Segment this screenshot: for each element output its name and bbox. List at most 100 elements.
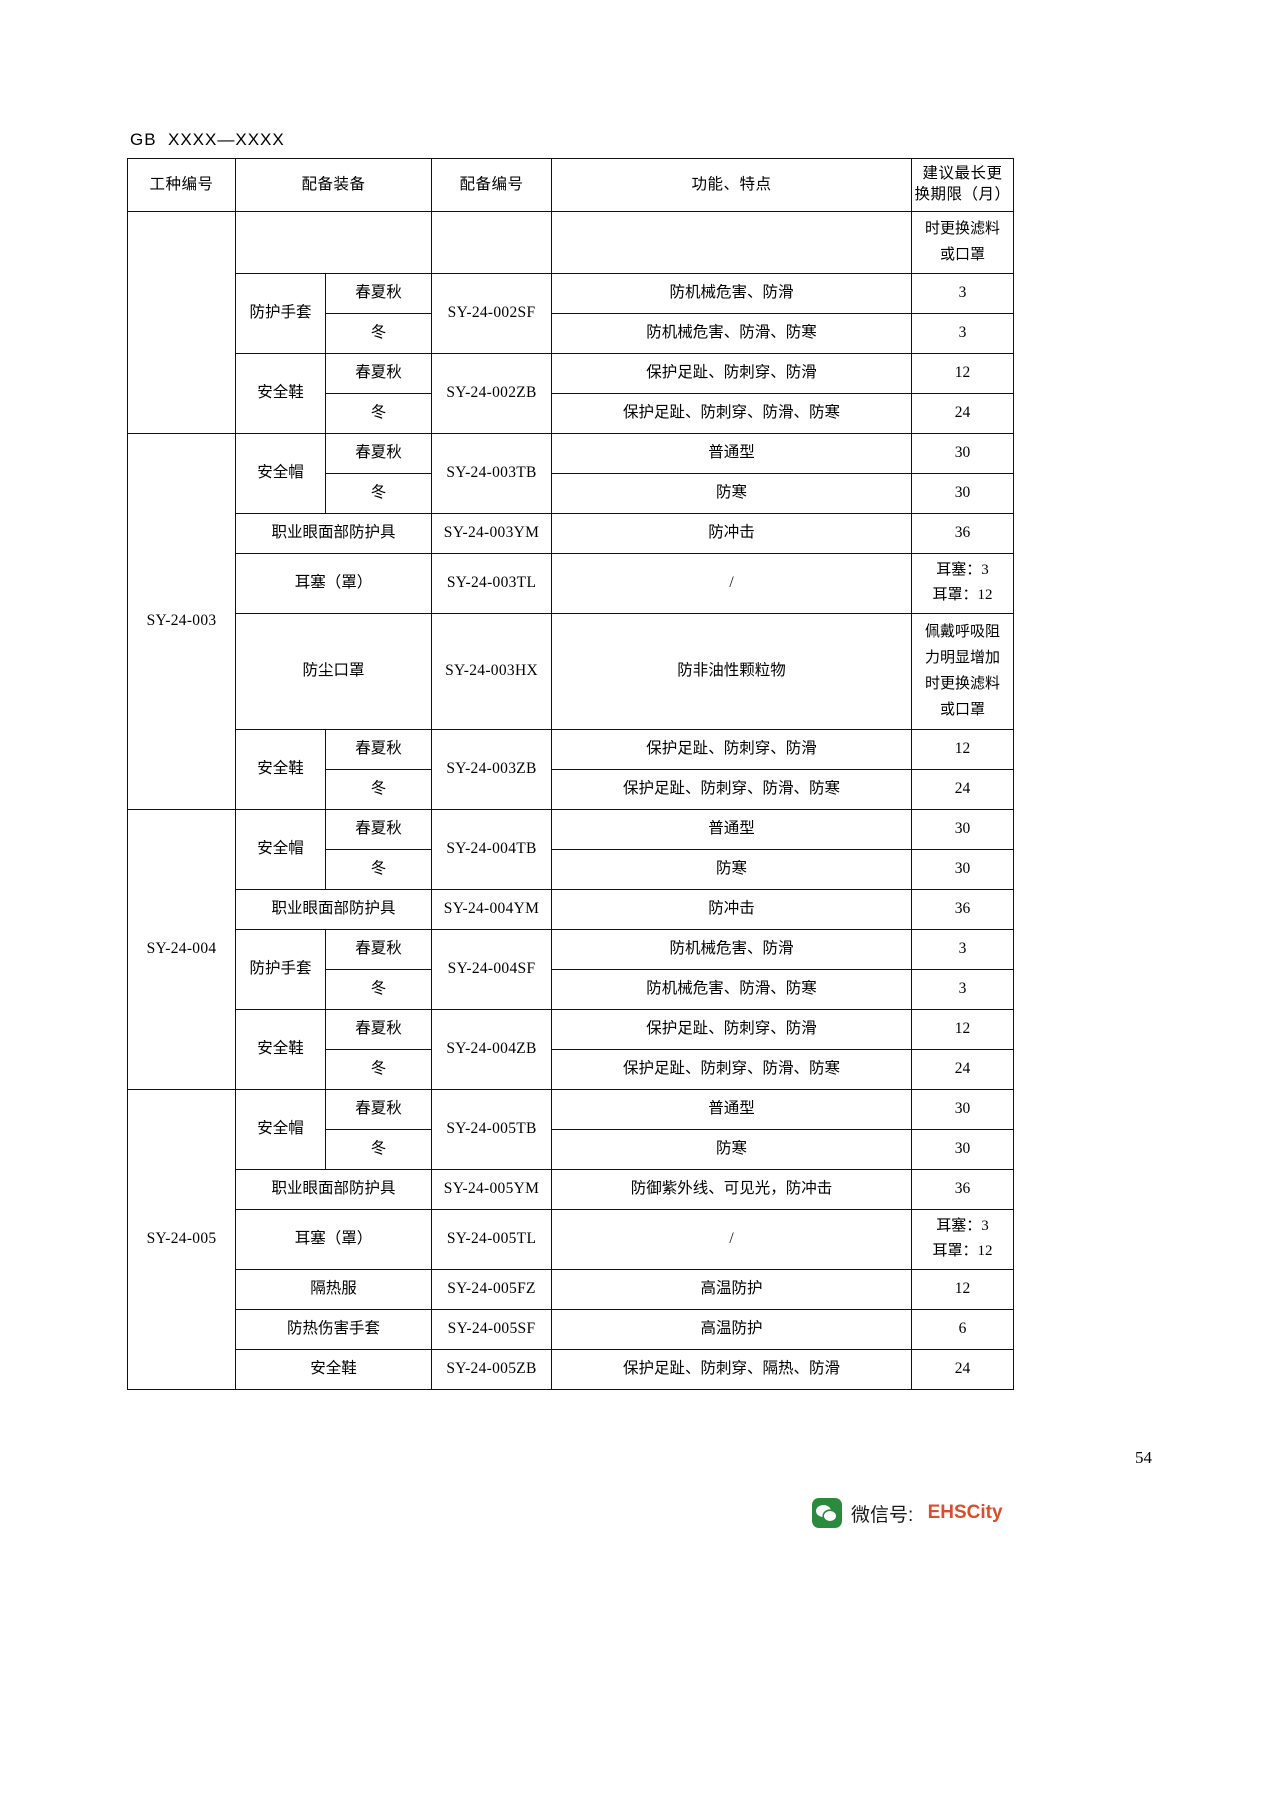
cell-equipment: 防护手套 (235, 928, 326, 1010)
table-header-row: 工种编号 配备装备 配备编号 功能、特点 建议最长更 换期限（月） (127, 158, 1015, 212)
cell-equipment-code: SY-24-005FZ (431, 1268, 553, 1310)
cell-months: 3 (911, 312, 1015, 354)
table-row: 职业眼面部防护具 SY-24-004YM 防冲击 36 (128, 888, 1015, 930)
months-line: 力明显增加 (925, 649, 1001, 666)
months-line: 耳罩：12 (932, 587, 993, 603)
cell-equipment: 职业眼面部防护具 (234, 512, 433, 554)
cell-equipment-code: SY-24-002ZB (431, 352, 553, 434)
cell-equipment: 安全帽 (235, 808, 326, 890)
cell-function: 普通型 (551, 1088, 913, 1130)
cell-season: 冬 (324, 392, 433, 434)
cell-equipment-code: SY-24-004YM (431, 888, 553, 930)
cell-equipment: 防热伤害手套 (234, 1308, 433, 1350)
cell-equipment: 安全鞋 (235, 728, 326, 810)
cell-function: 防机械危害、防滑 (551, 928, 913, 970)
cell-season: 春夏秋 (324, 352, 433, 394)
cell-function: 防寒 (551, 1128, 913, 1170)
cell-function: 高温防护 (551, 1268, 913, 1310)
cell-equipment-code: SY-24-002SF (431, 272, 553, 354)
cell-months: 36 (911, 512, 1015, 554)
cell-season: 冬 (324, 472, 433, 514)
cell-function: 防冲击 (551, 888, 913, 930)
cell-function: 防非油性颗粒物 (551, 612, 913, 730)
table-row: 防尘口罩 SY-24-003HX 防非油性颗粒物 佩戴呼吸阻 力明显增加 时更换… (128, 612, 1015, 730)
cell-months: 耳塞：3 耳罩：12 (911, 552, 1015, 614)
cell-equipment-code: SY-24-005TL (431, 1208, 553, 1270)
wechat-watermark: 微信号: EHSCity (812, 1498, 1003, 1528)
cell-equipment-code: SY-24-003TL (431, 552, 553, 614)
cell-function: 保护足趾、防刺穿、防滑 (551, 352, 913, 394)
cell-months: 30 (911, 1128, 1015, 1170)
cell-equipment: 安全鞋 (235, 1008, 326, 1090)
cell-season: 春夏秋 (324, 808, 433, 850)
cell-equipment-code: SY-24-003YM (431, 512, 553, 554)
cell-equipment-code: SY-24-004SF (431, 928, 553, 1010)
table-row: 时更换滤料 或口罩 (127, 211, 1015, 434)
cell-months: 30 (911, 432, 1015, 474)
cell-function: 高温防护 (551, 1308, 913, 1350)
cell-function: 保护足趾、防刺穿、防滑、防寒 (551, 392, 913, 434)
ppe-allocation-table: 工种编号 配备装备 配备编号 功能、特点 建议最长更 换期限（月） 时更换滤料 … (127, 158, 1015, 1390)
cell-equipment-code: SY-24-003HX (431, 612, 553, 730)
cell-equipment: 职业眼面部防护具 (234, 888, 433, 930)
cell-function: 防御紫外线、可见光，防冲击 (551, 1168, 913, 1210)
cell-months: 30 (911, 1088, 1015, 1130)
cell-equipment-code: SY-24-005YM (431, 1168, 553, 1210)
table-row: 冬 防寒 30 (128, 472, 1015, 514)
months-line: 耳塞：3 (936, 1217, 989, 1234)
table-row: 防护手套 春夏秋 SY-24-004SF 防机械危害、防滑 3 (128, 928, 1015, 1010)
cell-months: 36 (911, 888, 1015, 930)
cell-months: 24 (911, 1048, 1015, 1090)
months-line: 佩戴呼吸阻 (925, 623, 1001, 640)
cell-season: 春夏秋 (324, 432, 433, 474)
cell-function: 普通型 (551, 808, 913, 850)
table-row: 防热伤害手套 SY-24-005SF 高温防护 6 (128, 1308, 1015, 1350)
cell-equipment: 安全鞋 (234, 1348, 433, 1390)
watermark-brand: EHSCity (927, 1502, 1003, 1523)
cell-function: 防寒 (551, 472, 913, 514)
cell-months: 6 (911, 1308, 1015, 1350)
cell-equipment: 防护手套 (235, 272, 326, 354)
table-row: SY-24-005 安全帽 春夏秋 SY-24-005TB 普通型 30 (127, 1088, 1015, 1390)
cell-months: 3 (911, 928, 1015, 970)
table-row: 冬 保护足趾、防刺穿、防滑、防寒 24 (128, 392, 1015, 434)
cell-months: 时更换滤料 或口罩 (911, 211, 1015, 274)
months-line: 耳塞：3 (936, 561, 989, 578)
table-row: 耳塞（罩） SY-24-003TL / 耳塞：3 耳罩：12 (128, 552, 1015, 614)
cell-months: 30 (911, 472, 1015, 514)
table-row: 安全鞋 春夏秋 SY-24-002ZB 保护足趾、防刺穿、防滑 12 (128, 352, 1015, 434)
header-equipment-code: 配备编号 (431, 158, 553, 212)
cell-months: 24 (911, 1348, 1015, 1390)
months-line: 或口罩 (940, 247, 986, 264)
header-equipment: 配备装备 (234, 158, 433, 212)
cell-function: 保护足趾、防刺穿、防滑、防寒 (551, 1048, 913, 1090)
cell-job-code (127, 211, 236, 434)
table-row: 冬 防机械危害、防滑、防寒 3 (128, 312, 1015, 354)
cell-equipment: 职业眼面部防护具 (234, 1168, 433, 1210)
cell-season: 冬 (324, 848, 433, 890)
cell-function: 防机械危害、防滑、防寒 (551, 312, 913, 354)
cell-months: 12 (911, 1008, 1015, 1050)
cell-months: 24 (911, 392, 1015, 434)
table-row: 安全鞋 SY-24-005ZB 保护足趾、防刺穿、隔热、防滑 24 (128, 1348, 1015, 1390)
cell-equipment: 防尘口罩 (234, 612, 433, 730)
header-replacement-line1: 建议最长更 (922, 165, 1003, 183)
cell-months: 12 (911, 1268, 1015, 1310)
cell-season: 春夏秋 (324, 728, 433, 770)
table-row: SY-24-003 安全帽 春夏秋 SY-24-003TB 普通型 30 (127, 432, 1015, 810)
cell-equipment-code: SY-24-005SF (431, 1308, 553, 1350)
cell-job-code: SY-24-003 (127, 432, 236, 810)
table-row: 冬 防机械危害、防滑、防寒 3 (128, 968, 1015, 1010)
cell-equipment-code: SY-24-005TB (431, 1088, 553, 1170)
cell-function: 防寒 (551, 848, 913, 890)
cell-season: 春夏秋 (324, 1088, 433, 1130)
cell-function: 保护足趾、防刺穿、防滑、防寒 (551, 768, 913, 810)
table-row: 安全鞋 春夏秋 SY-24-004ZB 保护足趾、防刺穿、防滑 12 (128, 1008, 1015, 1090)
cell-equipment: 隔热服 (234, 1268, 433, 1310)
cell-season: 冬 (324, 1128, 433, 1170)
cell-season: 春夏秋 (324, 928, 433, 970)
cell-function: 防机械危害、防滑、防寒 (551, 968, 913, 1010)
cell-months: 12 (911, 728, 1015, 770)
months-line: 或口罩 (940, 702, 986, 719)
